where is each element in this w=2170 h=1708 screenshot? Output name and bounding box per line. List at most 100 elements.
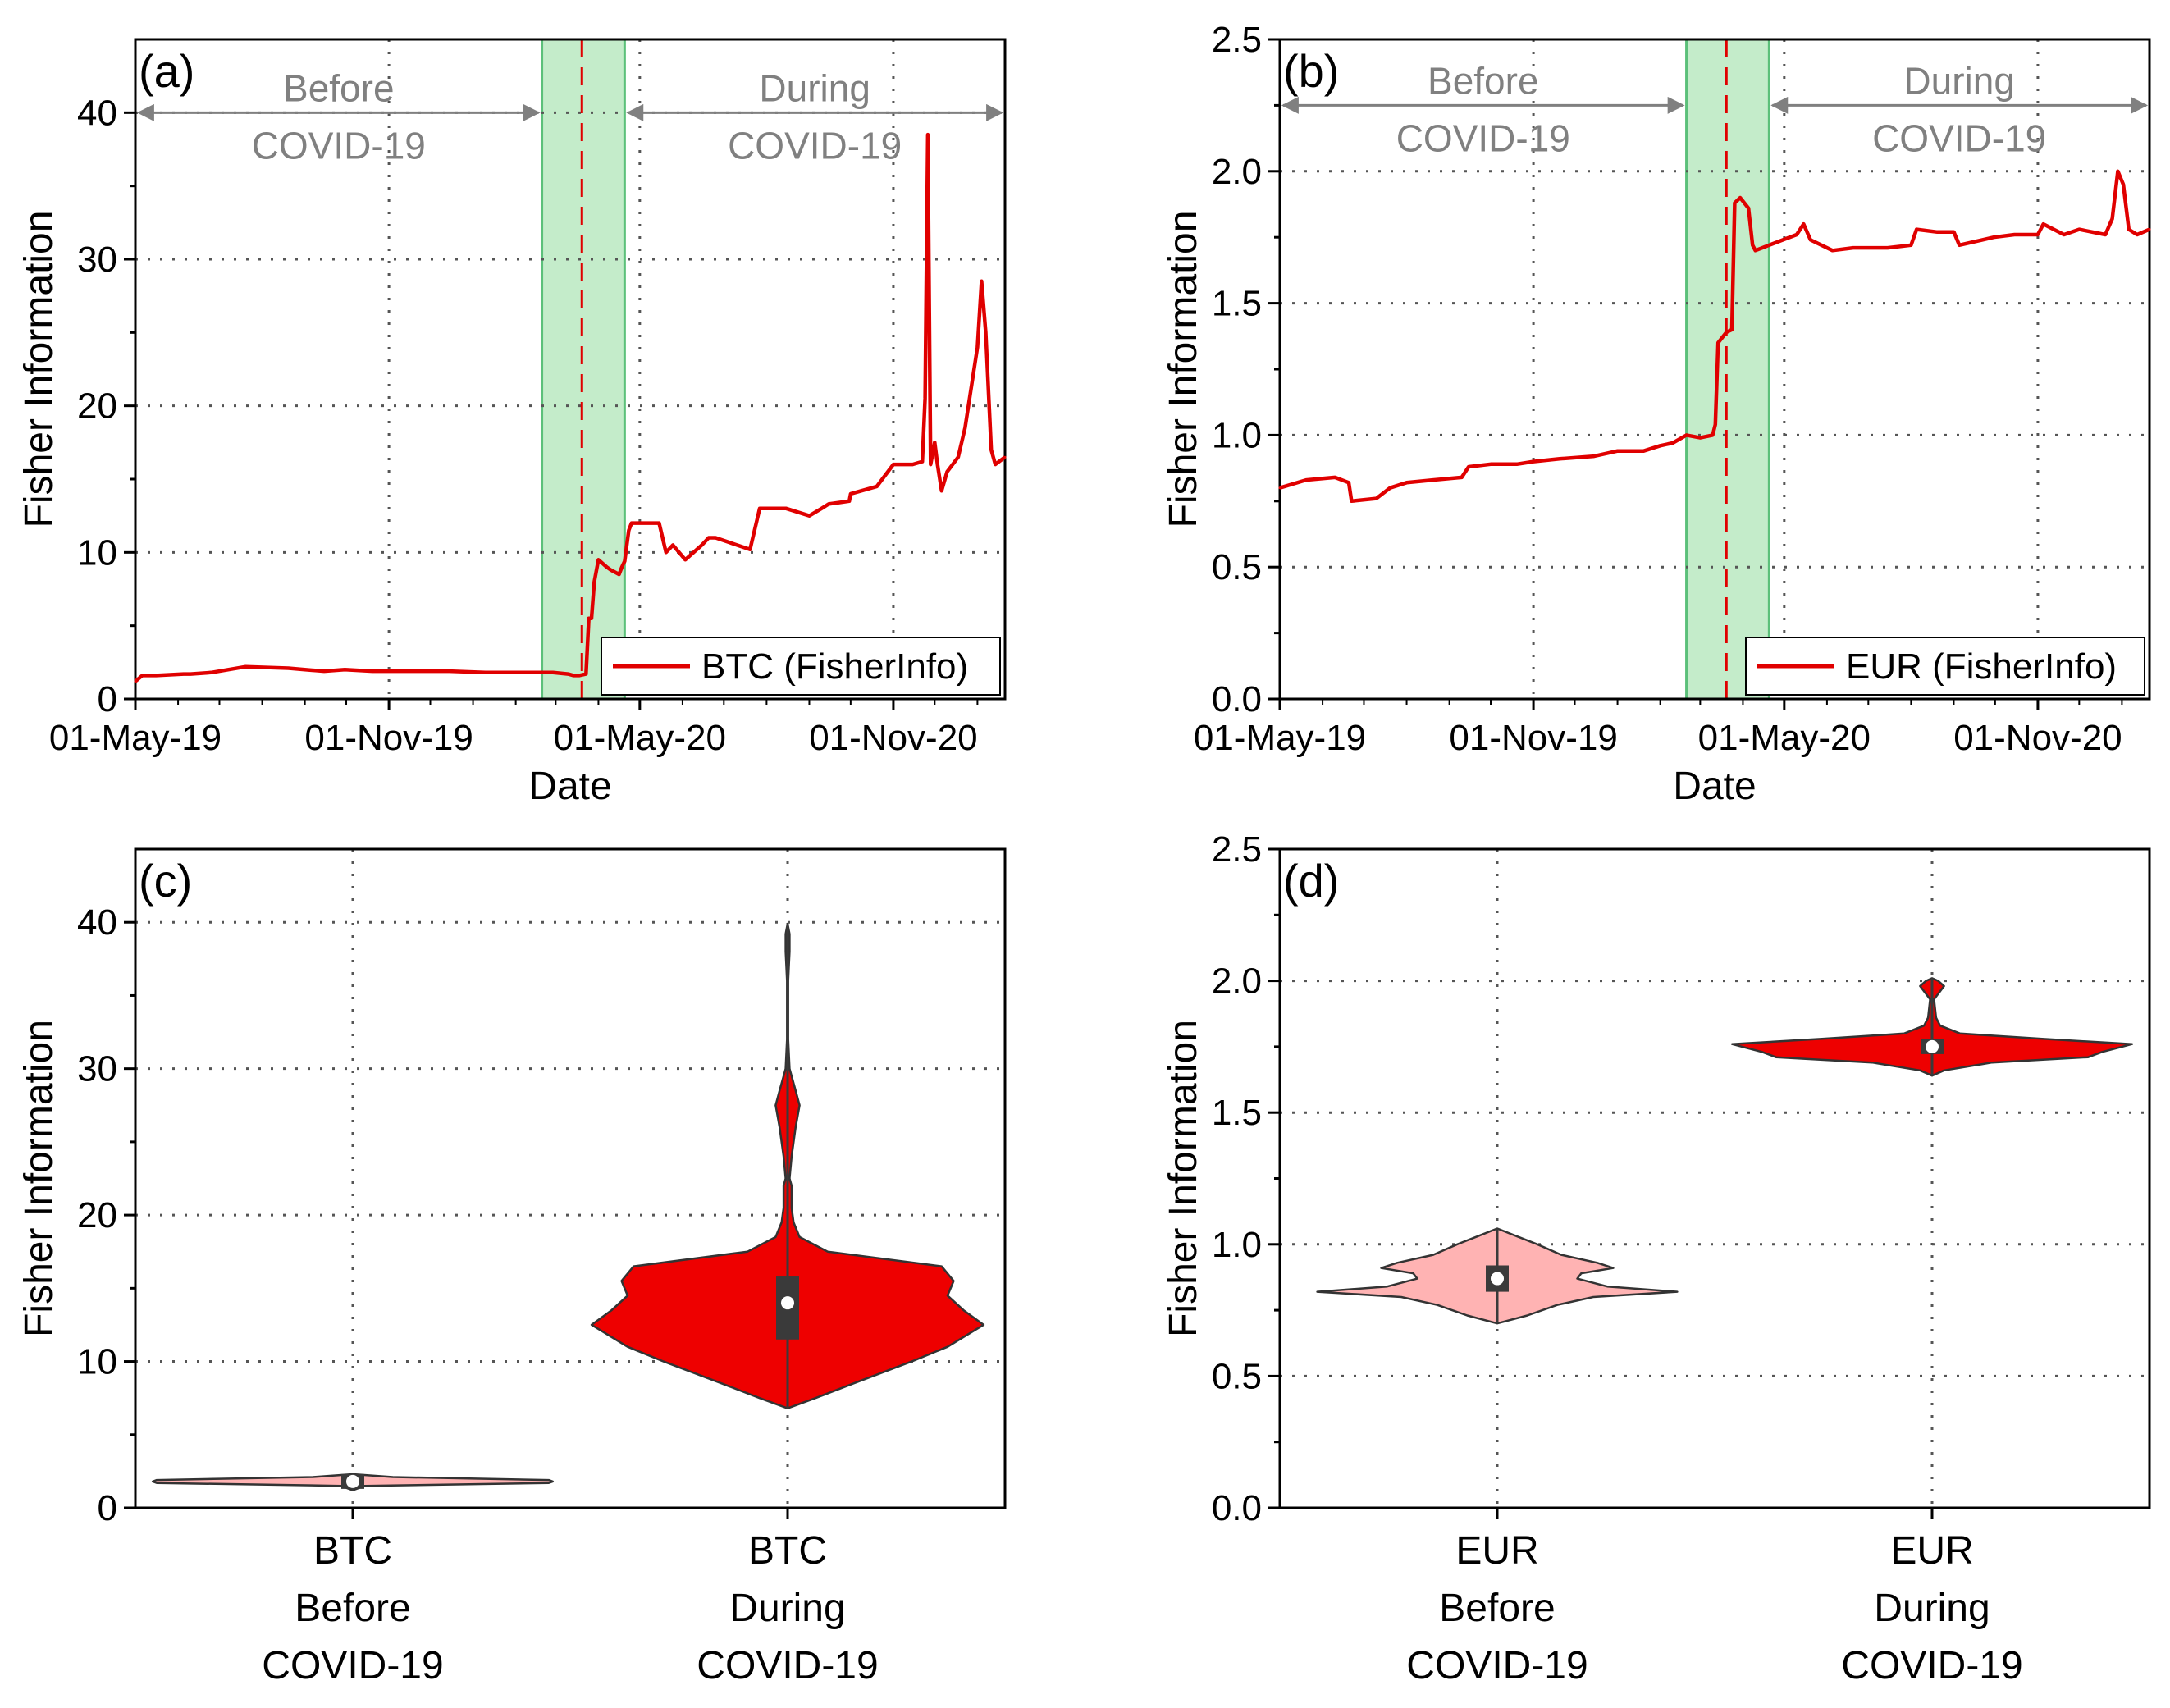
series-point: [2136, 233, 2139, 236]
x-tick-label: 01-Nov-19: [1449, 718, 1617, 758]
series-point: [1711, 433, 1714, 436]
series-point: [2127, 228, 2131, 231]
series-point: [1909, 244, 1912, 247]
series-point: [620, 565, 624, 569]
x-tick-label: 01-Nov-20: [809, 718, 977, 758]
series-point: [551, 671, 555, 674]
series-point: [1698, 436, 1702, 440]
panel-b: 0.0 0.5 1.0 1.5 2.0 2.5 Fisher Information (b) 0…: [1162, 20, 2151, 808]
y-tick-label: 1.5: [1212, 284, 1262, 324]
series-point: [1405, 481, 1409, 484]
series-point: [596, 558, 600, 561]
series-point: [807, 514, 811, 518]
panel-label: (b): [1283, 45, 1339, 97]
series-point: [584, 673, 587, 676]
period-label-line2: COVID-19: [252, 124, 426, 167]
series-point: [683, 558, 687, 561]
series-point: [484, 671, 487, 674]
category-label-line3: COVID-19: [1406, 1644, 1588, 1687]
series-point: [605, 565, 609, 569]
series-point: [1467, 465, 1470, 468]
series-point: [2077, 228, 2081, 231]
series-point: [926, 133, 930, 136]
y-tick-label: 1.0: [1212, 1225, 1262, 1265]
series-point: [1958, 244, 1961, 247]
series-point: [980, 280, 983, 283]
x-axis-label: Date: [528, 765, 611, 808]
y-tick-label: 0.5: [1212, 547, 1262, 587]
series-point: [1350, 500, 1353, 503]
series-point: [578, 674, 581, 677]
y-tick-label: 2.0: [1212, 961, 1262, 1002]
series-point: [1733, 201, 1736, 204]
series-point: [448, 669, 451, 673]
series-point: [2116, 170, 2119, 173]
series-point: [994, 463, 997, 466]
shaded-window: [541, 38, 626, 701]
period-label-line2: COVID-19: [1872, 116, 2046, 159]
series-point: [1754, 249, 1757, 252]
series-point: [911, 463, 914, 466]
series-point: [1915, 228, 1918, 231]
period-label-line1: During: [1903, 59, 2015, 102]
y-tick-label: 1.5: [1212, 1093, 1262, 1133]
series-point: [984, 331, 987, 334]
series-point: [1558, 457, 1561, 460]
series-point: [1592, 454, 1596, 458]
x-tick-label: 01-Nov-20: [1953, 718, 2122, 758]
series-point: [610, 569, 613, 572]
series-point: [134, 680, 137, 683]
series-point: [1489, 463, 1492, 466]
series-point: [1935, 231, 1939, 234]
violin-median: [1926, 1039, 1939, 1053]
series-point: [2122, 183, 2125, 186]
series-point: [1460, 476, 1464, 479]
x-tick-label: 01-May-20: [1698, 718, 1871, 758]
series-point: [1347, 481, 1350, 484]
series-point: [1659, 444, 1662, 447]
y-tick-label: 0: [98, 1488, 117, 1528]
period-label-line2: COVID-19: [728, 124, 902, 167]
series-point: [618, 573, 621, 576]
series-point: [182, 673, 185, 676]
series-point: [1992, 235, 1995, 239]
category-label-line3: COVID-19: [262, 1644, 443, 1687]
category-label-line2: Before: [295, 1587, 410, 1630]
plot-frame: [1278, 847, 2151, 1509]
series-point: [1767, 244, 1770, 247]
series-point: [1333, 476, 1336, 479]
series-point: [1003, 455, 1007, 459]
category-label-line2: Before: [1439, 1587, 1555, 1630]
series-point: [665, 550, 668, 554]
panel-label: (c): [139, 855, 192, 907]
series-point: [671, 543, 674, 546]
series-point: [1671, 441, 1674, 445]
series-point: [627, 529, 630, 532]
plot-frame: [134, 847, 1007, 1509]
x-tick-label: 01-May-19: [1194, 718, 1366, 758]
series-point: [1725, 331, 1728, 334]
panel-label: (d): [1283, 855, 1339, 907]
series-point: [154, 674, 158, 677]
series-point: [572, 674, 575, 677]
series-point: [1714, 423, 1717, 427]
series-point: [936, 463, 939, 466]
series-point: [933, 441, 936, 444]
category-label-line2: During: [1874, 1587, 1990, 1630]
series-point: [2063, 233, 2066, 236]
series-point: [1809, 238, 1812, 241]
series-point: [1388, 486, 1391, 490]
series-point: [1802, 222, 1805, 226]
x-tick-label: 01-Nov-19: [304, 718, 473, 758]
series-point: [657, 522, 660, 525]
y-tick-label: 2.5: [1212, 20, 1262, 60]
series-point: [765, 507, 768, 510]
series-point: [929, 463, 932, 466]
y-axis-label: Fisher Information: [17, 1020, 61, 1337]
series-point: [286, 666, 290, 669]
x-axis-label: Date: [1673, 765, 1756, 808]
period-label-line1: Before: [283, 66, 395, 109]
series-point: [849, 492, 852, 496]
y-axis-label: Fisher Information: [17, 211, 61, 528]
